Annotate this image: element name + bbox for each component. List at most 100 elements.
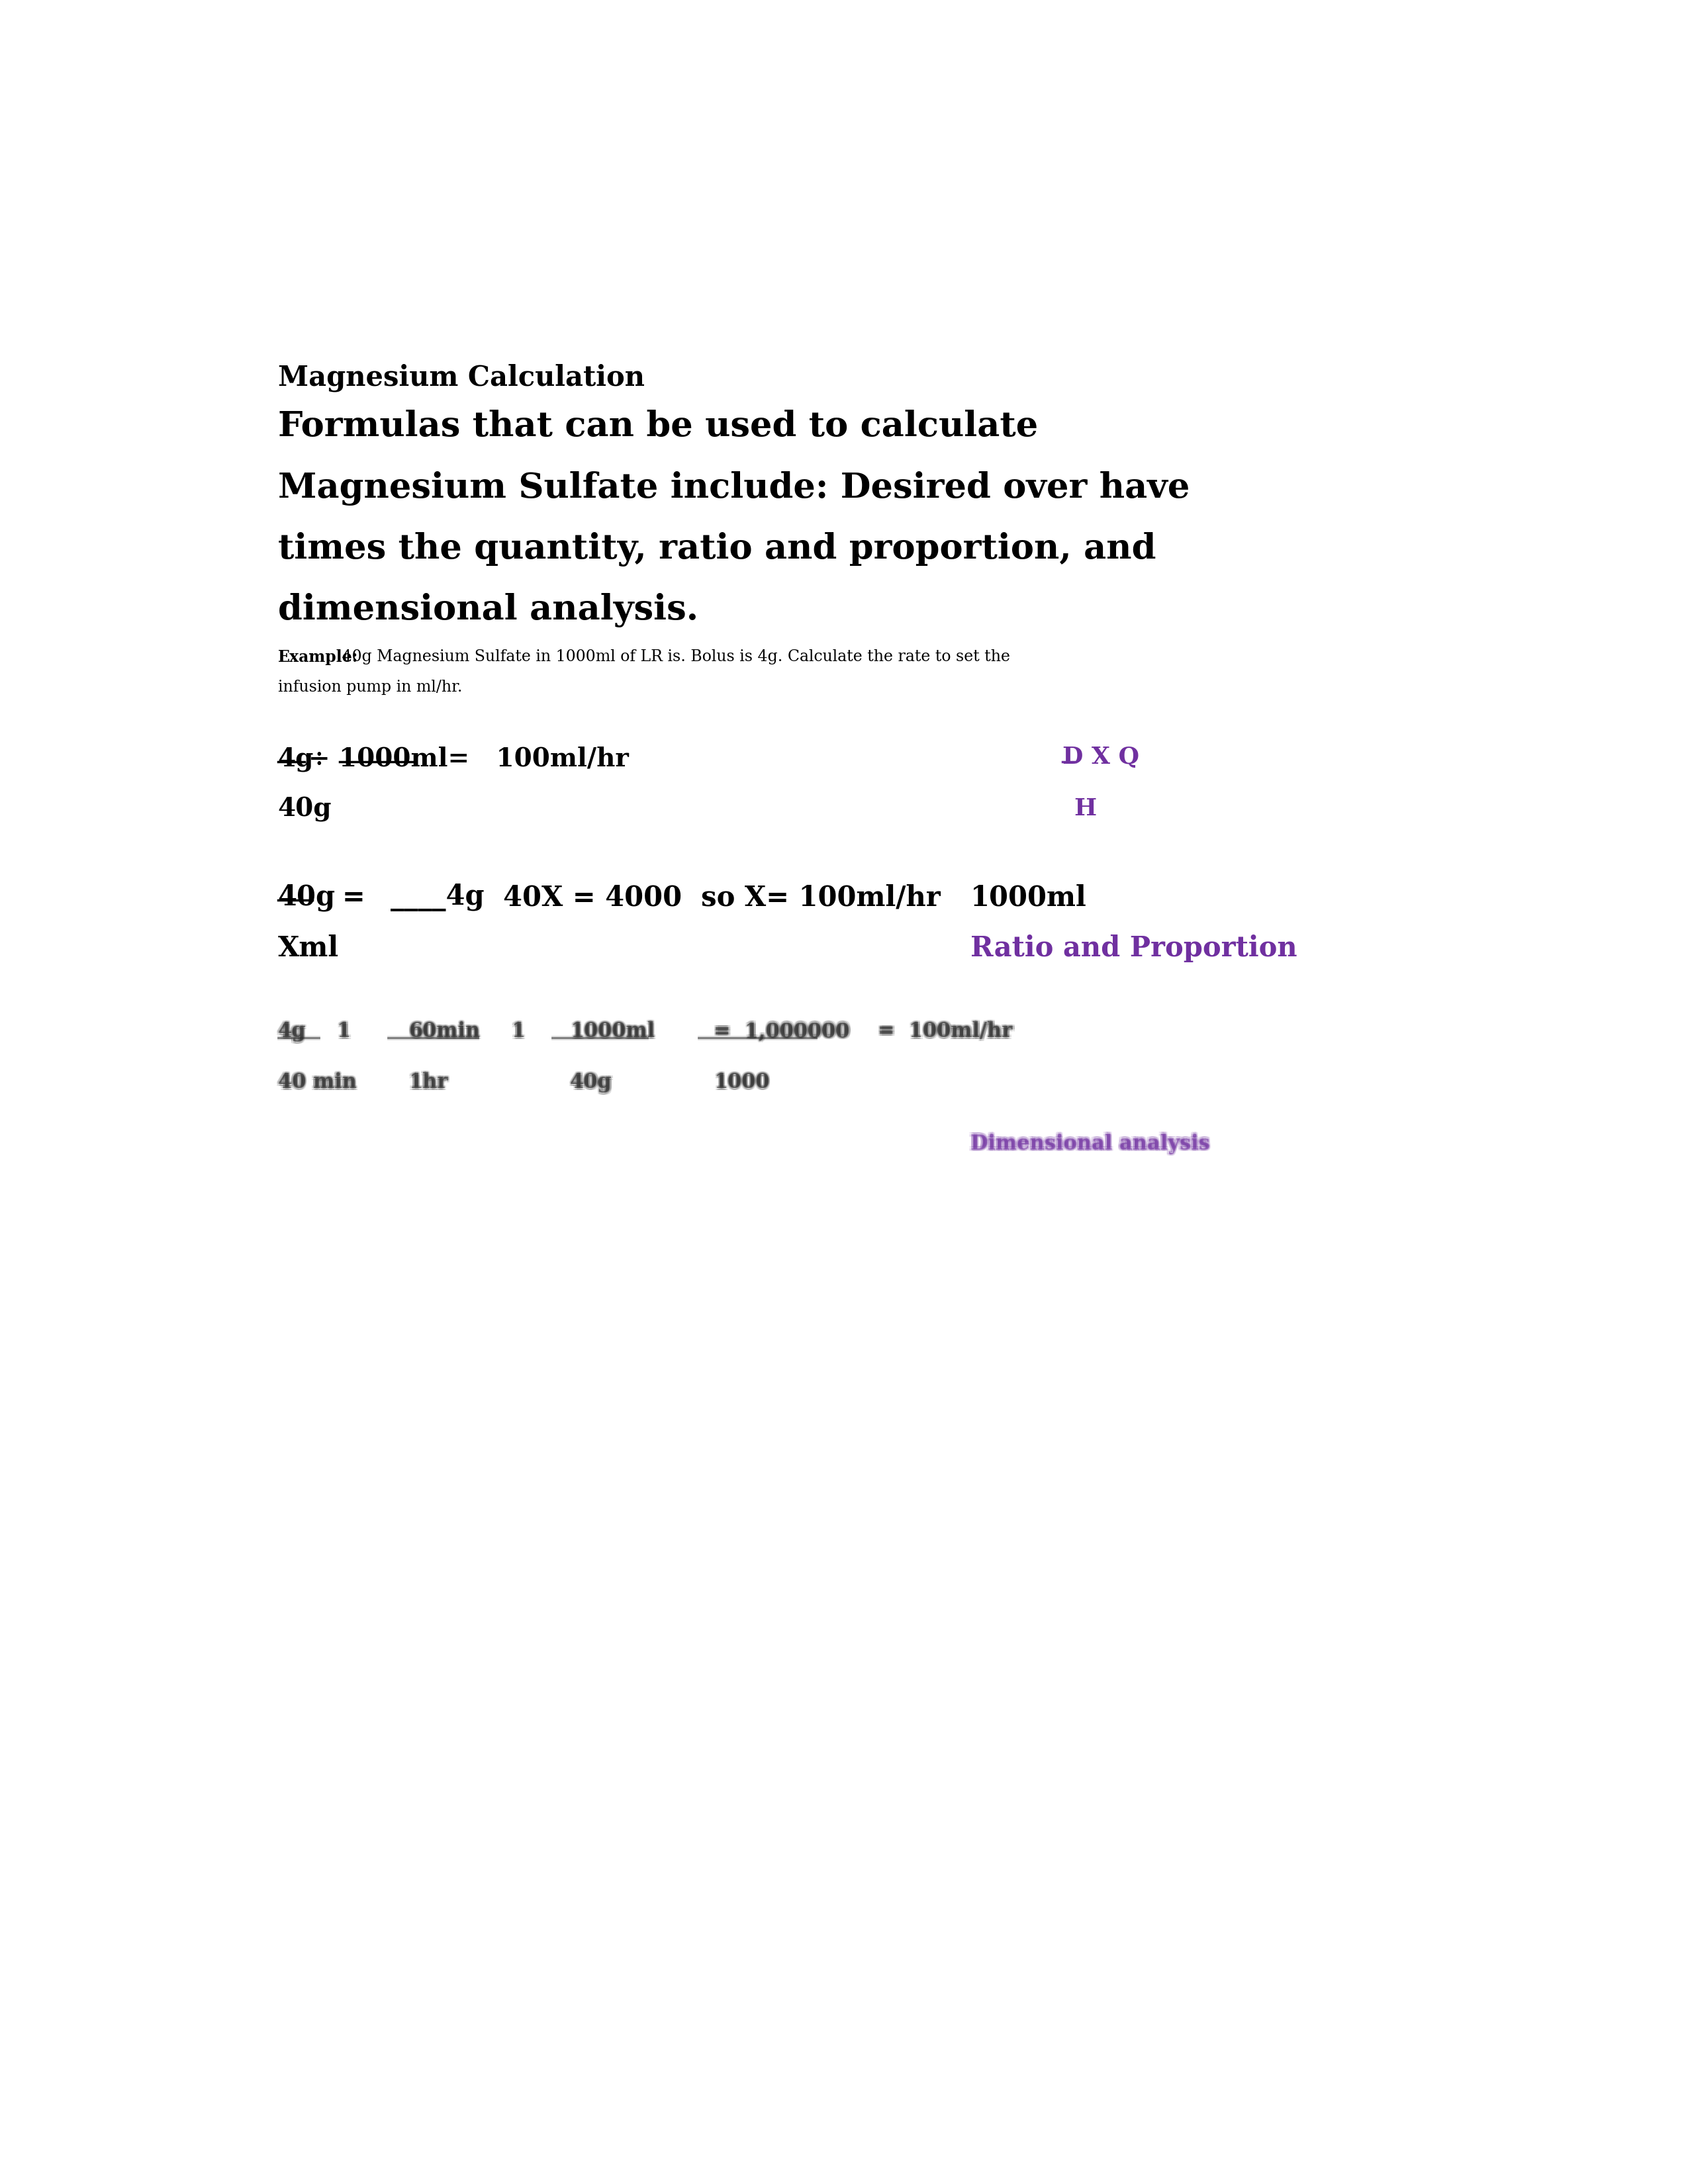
- Text: 40g: 40g: [571, 1075, 613, 1094]
- Text: 60min: 60min: [410, 1022, 481, 1044]
- Text: 1000: 1000: [712, 1072, 768, 1092]
- Text: =  1,000000: = 1,000000: [714, 1022, 849, 1044]
- Text: =  100ml/hr: = 100ml/hr: [876, 1022, 1011, 1042]
- Text: 40 min: 40 min: [277, 1070, 354, 1092]
- Text: 60min: 60min: [407, 1022, 479, 1044]
- Text: 4g: 4g: [279, 1022, 306, 1042]
- Text: 4g: 4g: [279, 1020, 306, 1040]
- Text: H: H: [1074, 797, 1097, 819]
- Text: =  1,000000: = 1,000000: [716, 1022, 851, 1044]
- Text: 40g: 40g: [572, 1070, 614, 1092]
- Text: 60min: 60min: [408, 1022, 479, 1042]
- Text: =  1,000000: = 1,000000: [716, 1020, 851, 1040]
- Text: 40g Magnesium Sulfate in 1000ml of LR is. Bolus is 4g. Calculate the rate to set: 40g Magnesium Sulfate in 1000ml of LR is…: [336, 649, 1009, 664]
- Text: 1: 1: [510, 1022, 523, 1044]
- Text: 4g: 4g: [279, 1022, 307, 1042]
- Text: 40 min: 40 min: [279, 1075, 358, 1094]
- Text: 1: 1: [513, 1022, 527, 1044]
- Text: =  100ml/hr: = 100ml/hr: [879, 1020, 1014, 1040]
- Text: times the quantity, ratio and proportion, and: times the quantity, ratio and proportion…: [279, 533, 1156, 566]
- Text: 1hr: 1hr: [408, 1070, 447, 1092]
- Text: 1hr: 1hr: [408, 1075, 447, 1094]
- Text: 1000: 1000: [714, 1070, 770, 1092]
- Text: Xml: Xml: [279, 935, 339, 963]
- Text: 1: 1: [513, 1022, 527, 1042]
- Text: 4g: 4g: [277, 1022, 304, 1044]
- Text: 1hr: 1hr: [410, 1072, 449, 1092]
- Text: =  100ml/hr: = 100ml/hr: [876, 1020, 1011, 1040]
- Text: =  1,000000: = 1,000000: [714, 1022, 849, 1042]
- Text: 40g: 40g: [572, 1072, 614, 1092]
- Text: ____4g: ____4g: [390, 885, 484, 911]
- Text: 60min: 60min: [410, 1022, 481, 1042]
- Text: Dimensional analysis: Dimensional analysis: [972, 1131, 1212, 1153]
- Text: 1: 1: [336, 1022, 349, 1044]
- Text: D X Q: D X Q: [1063, 747, 1139, 769]
- Text: =  1,000000: = 1,000000: [712, 1020, 847, 1040]
- Text: 1: 1: [510, 1022, 523, 1042]
- Text: 1hr: 1hr: [410, 1070, 449, 1092]
- Text: 1000ml: 1000ml: [571, 1020, 655, 1040]
- Text: 1000: 1000: [714, 1072, 770, 1092]
- Text: =  1,000000: = 1,000000: [716, 1022, 851, 1042]
- Text: 1000ml: 1000ml: [569, 1020, 653, 1040]
- Text: 1: 1: [511, 1022, 525, 1042]
- Text: infusion pump in ml/hr.: infusion pump in ml/hr.: [279, 679, 463, 695]
- Text: 1: 1: [513, 1020, 527, 1040]
- Text: Dimensional analysis: Dimensional analysis: [971, 1133, 1210, 1153]
- Text: 1hr: 1hr: [407, 1072, 446, 1092]
- Text: 1: 1: [338, 1022, 353, 1042]
- Text: =  1,000000: = 1,000000: [714, 1020, 849, 1040]
- Text: 1000ml: 1000ml: [571, 1022, 655, 1042]
- Text: 40g: 40g: [569, 1075, 611, 1094]
- Text: 4g: 4g: [279, 1022, 306, 1044]
- Text: =  100ml/hr: = 100ml/hr: [878, 1022, 1013, 1042]
- Text: 40g: 40g: [571, 1072, 613, 1092]
- Text: 1000ml: 1000ml: [572, 1022, 657, 1044]
- Text: 40g: 40g: [279, 885, 336, 911]
- Text: =: =: [341, 885, 365, 911]
- Text: 1: 1: [336, 1022, 351, 1044]
- Text: 1: 1: [338, 1020, 353, 1040]
- Text: 40g: 40g: [569, 1070, 611, 1092]
- Text: Dimensional analysis: Dimensional analysis: [969, 1133, 1209, 1153]
- Text: 1000: 1000: [714, 1075, 770, 1094]
- Text: 1000ml: 1000ml: [569, 1022, 653, 1044]
- Text: 1: 1: [336, 1020, 349, 1040]
- Text: 4g: 4g: [279, 747, 314, 771]
- Text: 1: 1: [336, 1020, 351, 1040]
- Text: 1000: 1000: [712, 1070, 768, 1092]
- Text: 1: 1: [511, 1020, 525, 1040]
- Text: 1: 1: [511, 1022, 525, 1044]
- Text: Magnesium Sulfate include: Desired over have: Magnesium Sulfate include: Desired over …: [279, 472, 1190, 505]
- Text: 1000ml: 1000ml: [572, 1022, 657, 1042]
- Text: 1000ml: 1000ml: [971, 885, 1087, 911]
- Text: Ratio and Proportion: Ratio and Proportion: [971, 935, 1296, 963]
- Text: Dimensional analysis: Dimensional analysis: [972, 1133, 1212, 1153]
- Text: =  100ml/hr: = 100ml/hr: [876, 1022, 1011, 1044]
- Text: 1: 1: [336, 1022, 349, 1042]
- Text: Dimensional analysis: Dimensional analysis: [969, 1136, 1209, 1155]
- Text: 1hr: 1hr: [410, 1075, 449, 1094]
- Text: 40g: 40g: [279, 797, 331, 823]
- Text: 40g: 40g: [571, 1070, 613, 1092]
- Text: 1: 1: [510, 1020, 523, 1040]
- Text: 60min: 60min: [410, 1020, 481, 1040]
- Text: 4g: 4g: [277, 1020, 304, 1040]
- Text: 1: 1: [336, 1022, 351, 1042]
- Text: 1hr: 1hr: [408, 1072, 447, 1092]
- Text: Dimensional analysis: Dimensional analysis: [971, 1131, 1210, 1153]
- Text: 40X = 4000  so X= 100ml/hr: 40X = 4000 so X= 100ml/hr: [503, 885, 940, 911]
- Text: 4g: 4g: [279, 1020, 307, 1040]
- Text: 60min: 60min: [407, 1022, 479, 1042]
- Text: 40 min: 40 min: [279, 1075, 356, 1094]
- Text: =  100ml/hr: = 100ml/hr: [879, 1022, 1014, 1042]
- Text: 1000ml: 1000ml: [571, 1022, 655, 1044]
- Text: =  100ml/hr: = 100ml/hr: [878, 1022, 1013, 1044]
- Text: 1hr: 1hr: [407, 1070, 446, 1092]
- Text: Example:: Example:: [279, 649, 358, 666]
- Text: 1000ml: 1000ml: [569, 1022, 653, 1042]
- Text: 40g: 40g: [569, 1072, 611, 1092]
- Text: 40 min: 40 min: [279, 1070, 358, 1092]
- Text: =  100ml/hr: = 100ml/hr: [878, 1020, 1013, 1040]
